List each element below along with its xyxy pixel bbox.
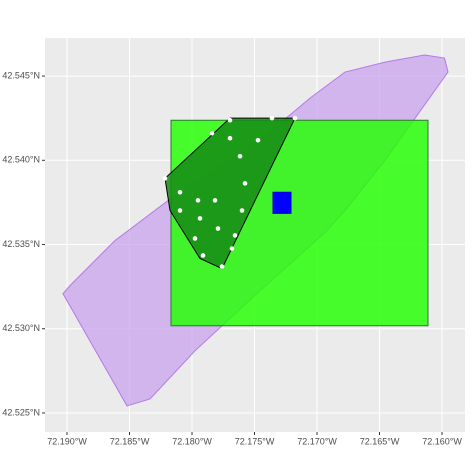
point <box>215 226 221 231</box>
x-tick-label: 72.185°W <box>110 436 150 446</box>
x-tick-label: 72.165°W <box>360 436 400 446</box>
point <box>227 117 233 123</box>
point <box>200 253 206 258</box>
point <box>195 198 201 203</box>
point <box>239 208 245 213</box>
point <box>242 181 248 186</box>
point <box>212 198 218 203</box>
y-tick-label: 42.530°N <box>2 323 40 333</box>
point <box>192 236 198 241</box>
point <box>197 216 203 221</box>
x-tick-label: 72.180°W <box>172 436 212 446</box>
point <box>177 208 183 213</box>
x-tick-label: 72.175°W <box>235 436 275 446</box>
polygon <box>272 191 292 214</box>
y-tick-label: 42.525°N <box>2 407 40 417</box>
point <box>162 176 168 181</box>
y-tick-label: 42.535°N <box>2 239 40 249</box>
point <box>229 246 235 251</box>
point <box>237 153 243 159</box>
point <box>219 264 225 269</box>
point <box>255 137 261 143</box>
x-tick-label: 72.160°W <box>422 436 462 446</box>
y-tick-label: 42.545°N <box>2 70 40 80</box>
point <box>269 115 275 121</box>
point <box>209 130 215 136</box>
y-tick-label: 42.540°N <box>2 155 40 165</box>
point <box>292 115 298 121</box>
x-tick-label: 72.190°W <box>47 436 87 446</box>
point <box>177 189 183 195</box>
x-tick-label: 72.170°W <box>297 436 337 446</box>
point <box>232 233 238 238</box>
point <box>227 135 233 141</box>
